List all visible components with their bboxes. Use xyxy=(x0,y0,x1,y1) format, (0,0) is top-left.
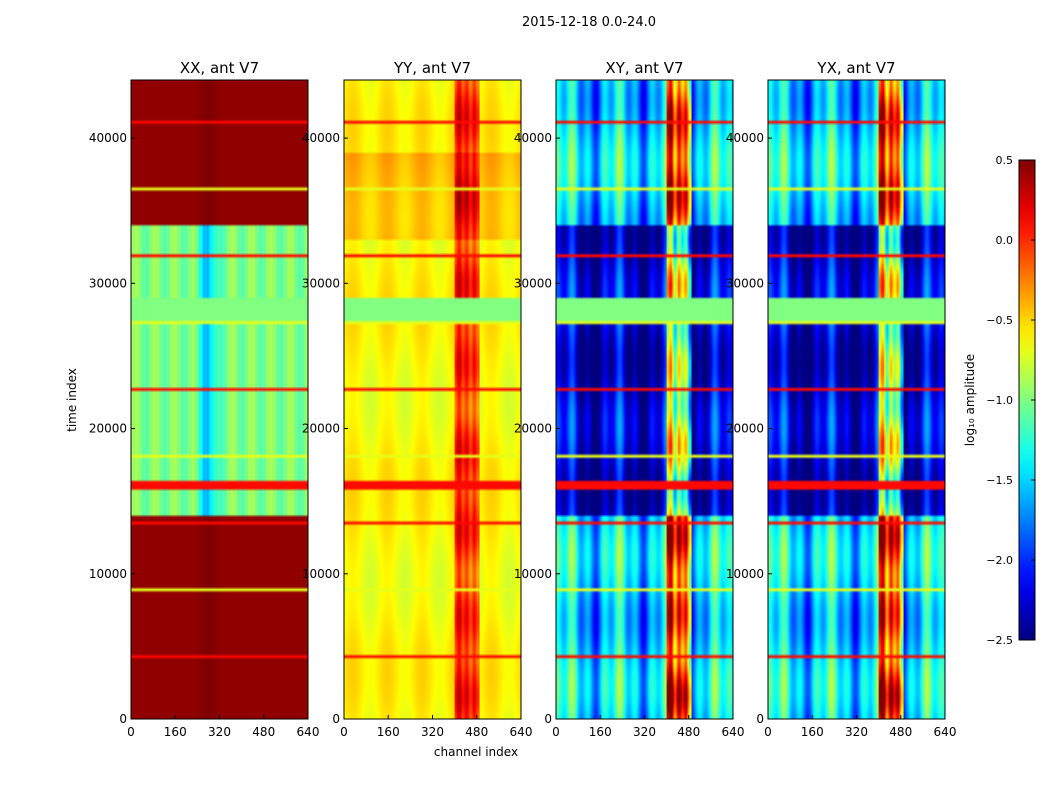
heatmap-image xyxy=(344,80,521,719)
x-tick-label: 640 xyxy=(510,725,533,739)
colorbar-tick-label: −1.0 xyxy=(986,394,1013,407)
x-tick-label: 480 xyxy=(677,725,700,739)
heatmap-image xyxy=(768,80,945,719)
y-tick-label: 0 xyxy=(756,712,764,726)
colorbar: 0.5 0.0 −0.5 −1.0 −1.5 −2.0 −2.5 log₁₀ amplitud… xyxy=(963,154,1036,647)
y-tick-label: 30000 xyxy=(726,276,764,290)
x-tick-label: 480 xyxy=(889,725,912,739)
panel-2: YY, ant V7 0 160 320 480 640 0 10000 20000 30000 4… xyxy=(302,59,533,739)
x-tick-label: 640 xyxy=(722,725,745,739)
y-tick-label: 10000 xyxy=(726,567,764,581)
panel-3: XY, ant V7 0 160 320 480 640 0 10000 20000 30000 4… xyxy=(514,59,745,739)
colorbar-label: log₁₀ amplitude xyxy=(963,354,977,446)
y-tick-label: 30000 xyxy=(302,276,340,290)
x-tick-label: 0 xyxy=(764,725,772,739)
x-tick-label: 480 xyxy=(252,725,275,739)
x-tick-label: 480 xyxy=(465,725,488,739)
y-tick-label: 10000 xyxy=(302,567,340,581)
x-tick-label: 640 xyxy=(934,725,957,739)
heatmap-image xyxy=(556,80,733,719)
x-axis-label: channel index xyxy=(434,745,518,759)
y-tick-label: 0 xyxy=(332,712,340,726)
x-tick-label: 160 xyxy=(589,725,612,739)
y-tick-label: 10000 xyxy=(89,567,127,581)
y-axis-label: time index xyxy=(65,368,79,432)
y-tick-label: 20000 xyxy=(726,422,764,436)
x-tick-label: 320 xyxy=(421,725,444,739)
x-tick-label: 160 xyxy=(164,725,187,739)
x-tick-label: 160 xyxy=(377,725,400,739)
colorbar-tick-label: −0.5 xyxy=(986,314,1013,327)
y-tick-label: 40000 xyxy=(89,131,127,145)
panel-title: XY, ant V7 xyxy=(605,59,683,77)
panel-4: YX, ant V7 0 160 320 480 640 0 10000 20000 30000 4… xyxy=(726,59,957,739)
y-tick-label: 40000 xyxy=(514,131,552,145)
heatmap-image xyxy=(131,80,308,719)
colorbar-tick-label: 0.5 xyxy=(996,154,1014,167)
y-tick-label: 20000 xyxy=(514,422,552,436)
x-tick-label: 160 xyxy=(801,725,824,739)
x-tick-label: 0 xyxy=(552,725,560,739)
heatmap-panels: XX, ant V7 0 160 320 480 640 0 10000 20000 30000 4… xyxy=(89,59,957,739)
x-tick-label: 320 xyxy=(633,725,656,739)
x-tick-label: 320 xyxy=(208,725,231,739)
colorbar-tick-label: −2.5 xyxy=(986,634,1013,647)
figure-suptitle: 2015-12-18 0.0-24.0 xyxy=(522,15,656,30)
panel-title: XX, ant V7 xyxy=(180,59,259,77)
x-tick-label: 0 xyxy=(340,725,348,739)
x-tick-label: 320 xyxy=(845,725,868,739)
x-tick-label: 0 xyxy=(127,725,135,739)
panel-1: XX, ant V7 0 160 320 480 640 0 10000 20000 30000 4… xyxy=(89,59,320,739)
y-tick-label: 20000 xyxy=(302,422,340,436)
y-tick-label: 20000 xyxy=(89,422,127,436)
colorbar-tick-label: 0.0 xyxy=(996,234,1014,247)
panel-title: YY, ant V7 xyxy=(393,59,471,77)
colorbar-tick-label: −1.5 xyxy=(986,474,1013,487)
y-tick-label: 30000 xyxy=(514,276,552,290)
y-tick-label: 40000 xyxy=(726,131,764,145)
x-tick-label: 640 xyxy=(297,725,320,739)
panel-title: YX, ant V7 xyxy=(816,59,895,77)
y-tick-label: 40000 xyxy=(302,131,340,145)
colorbar-tick-label: −2.0 xyxy=(986,554,1013,567)
y-tick-label: 0 xyxy=(544,712,552,726)
y-tick-label: 10000 xyxy=(514,567,552,581)
y-tick-label: 0 xyxy=(119,712,127,726)
y-tick-label: 30000 xyxy=(89,276,127,290)
